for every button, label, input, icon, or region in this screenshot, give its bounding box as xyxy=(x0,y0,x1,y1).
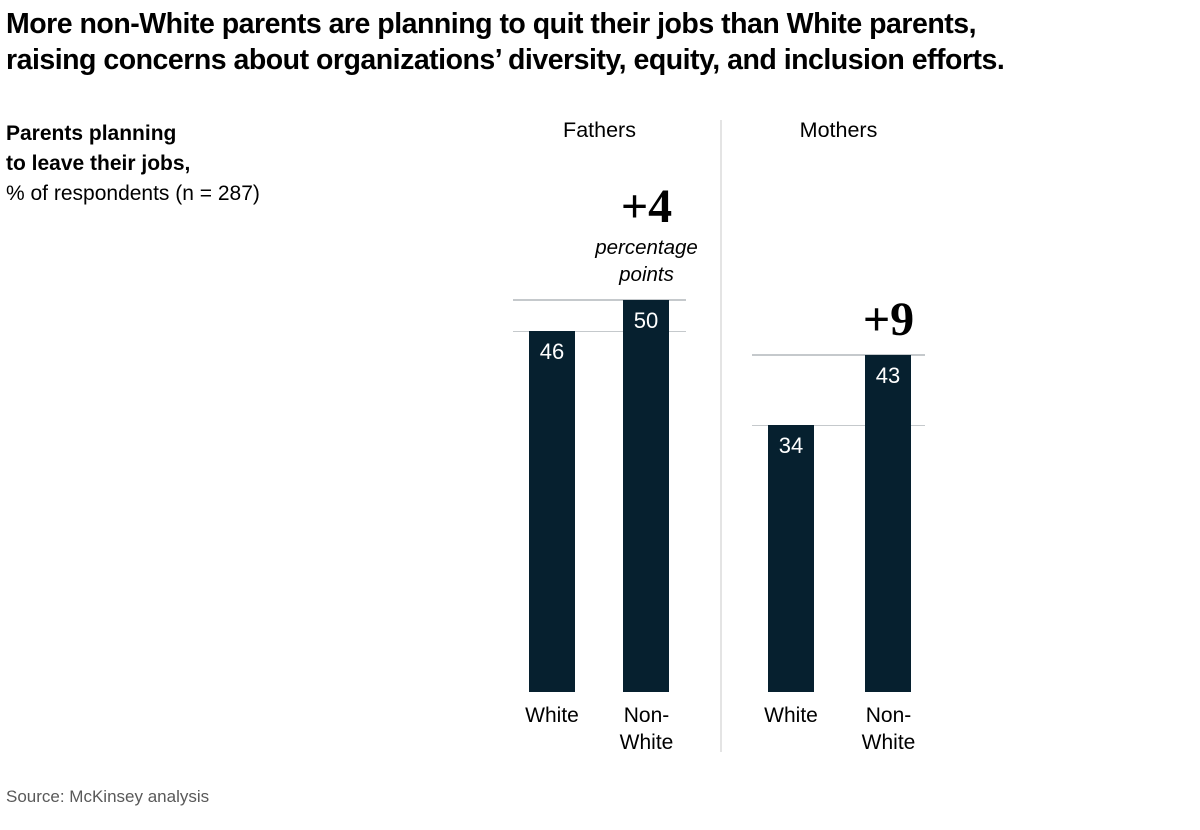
group-header-mothers: Mothers xyxy=(799,118,878,142)
bar-value-label: 34 xyxy=(778,433,804,459)
chart-subtitle: Parents planning to leave their jobs, % … xyxy=(6,119,260,209)
category-label-fathers-nonwhite: Non- White xyxy=(620,702,674,756)
delta-caption-fathers: percentage points xyxy=(595,234,698,288)
category-label-line: White xyxy=(619,731,674,754)
category-label-line: White xyxy=(861,731,916,754)
figure-title-line-1: More non-White parents are planning to q… xyxy=(6,8,977,40)
delta-annotation-fathers: +4 percentage points xyxy=(595,180,698,288)
chart-subtitle-line-2: to leave their jobs, xyxy=(6,152,191,175)
bar-mothers-nonwhite: 43 xyxy=(865,354,911,692)
category-label-line: Non- xyxy=(865,704,912,727)
reference-gridline xyxy=(752,354,925,356)
figure-title-line-2: raising concerns about organizations’ di… xyxy=(6,44,1005,76)
bar-value-label: 50 xyxy=(633,308,659,333)
reference-gridline xyxy=(513,299,686,301)
category-label-line: White xyxy=(525,704,579,727)
bar-mothers-white: 34 xyxy=(768,425,814,692)
reference-gridline xyxy=(752,424,925,427)
category-label-line: Non- xyxy=(623,704,670,727)
bar-value-label: 46 xyxy=(539,339,565,365)
delta-caption-line-2: points xyxy=(619,263,674,286)
delta-caption-line-1: percentage xyxy=(595,236,698,259)
delta-value-mothers: +9 xyxy=(862,292,915,346)
category-label-line: White xyxy=(764,704,818,727)
bar-fathers-nonwhite: 50 xyxy=(623,300,669,692)
chart-subtitle-line-1: Parents planning xyxy=(6,122,177,145)
reference-gridline xyxy=(513,330,686,333)
delta-annotation-mothers: +9 xyxy=(862,292,915,346)
figure-title: More non-White parents are planning to q… xyxy=(6,6,1005,78)
category-label-fathers-white: White xyxy=(525,702,579,729)
group-divider-line xyxy=(720,120,722,752)
category-label-mothers-nonwhite: Non- White xyxy=(862,702,916,756)
category-label-mothers-white: White xyxy=(764,702,818,729)
source-note: Source: McKinsey analysis xyxy=(6,787,210,806)
bar-value-label: 43 xyxy=(875,362,901,388)
chart-unit-line: % of respondents (n = 287) xyxy=(6,182,260,205)
bar-fathers-white: 46 xyxy=(529,331,575,692)
delta-value-fathers: +4 xyxy=(620,180,673,233)
group-header-fathers: Fathers xyxy=(563,118,636,142)
